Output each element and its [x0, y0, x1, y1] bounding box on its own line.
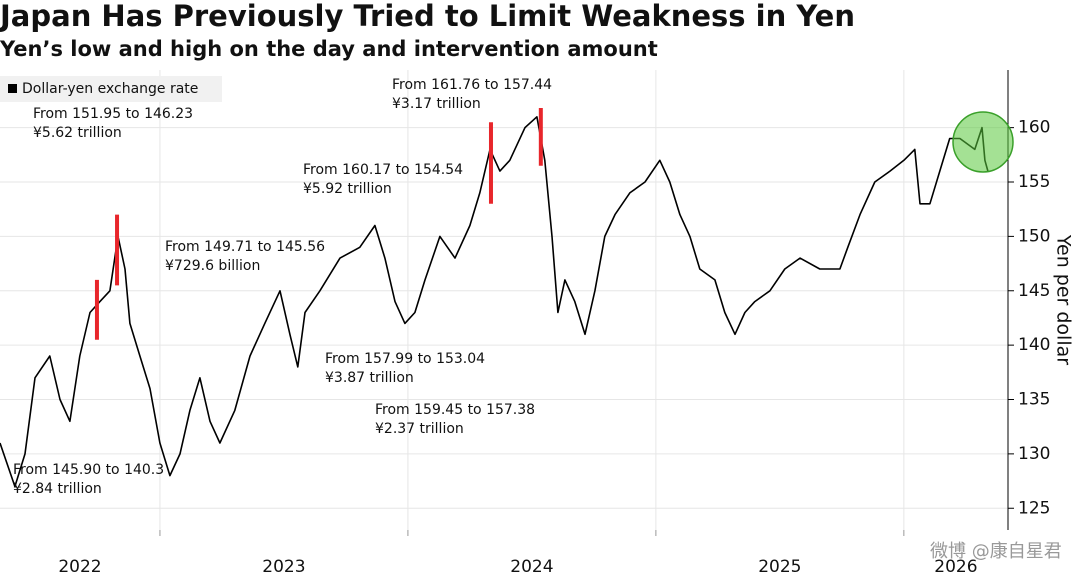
legend-label: Dollar-yen exchange rate: [22, 81, 198, 97]
y-tick-label: 150: [1018, 226, 1050, 246]
chart-title: Japan Has Previously Tried to Limit Weak…: [0, 0, 855, 33]
y-tick-label: 135: [1018, 390, 1050, 410]
annotation: From 145.90 to 140.3: [13, 462, 164, 478]
annotation: ¥5.92 trillion: [303, 181, 392, 197]
highlight-circle: [952, 111, 1014, 173]
annotation: From 159.45 to 157.38: [375, 402, 535, 418]
x-tick-label: 2026: [934, 557, 977, 577]
annotation: From 157.99 to 153.04: [325, 351, 485, 367]
chart-subtitle: Yen’s low and high on the day and interv…: [0, 37, 658, 61]
x-tick-label: 2022: [58, 557, 101, 577]
y-tick-label: 140: [1018, 335, 1050, 355]
x-tick-label: 2023: [262, 557, 305, 577]
annotation: From 161.76 to 157.44: [392, 77, 552, 93]
annotation: ¥2.84 trillion: [13, 481, 102, 497]
y-tick-label: 155: [1018, 172, 1050, 192]
annotation: ¥3.17 trillion: [392, 96, 481, 112]
legend-box: [0, 76, 222, 102]
y-tick-label: 145: [1018, 281, 1050, 301]
watermark: 微博 @康自星君: [930, 541, 1062, 562]
legend-swatch: [8, 84, 17, 93]
y-tick-label: 130: [1018, 444, 1050, 464]
plot-area: 125 130 135 140 145 150 155 160 2022 2023 2024 2025…: [0, 70, 1050, 577]
annotation: ¥3.87 trillion: [325, 370, 414, 386]
y-tick-label: 125: [1018, 498, 1050, 518]
legend: Dollar-yen exchange rate: [0, 76, 222, 102]
y-axis-title: Yen per dollar: [1053, 234, 1075, 365]
y-tick-label: 160: [1018, 118, 1050, 138]
annotation: ¥2.37 trillion: [375, 421, 464, 437]
series-line: [0, 116, 989, 488]
annotation: From 151.95 to 146.23: [33, 106, 193, 122]
annotation: From 160.17 to 154.54: [303, 162, 463, 178]
x-tick-label: 2025: [758, 557, 801, 577]
annotation: ¥5.62 trillion: [33, 125, 122, 141]
annotation: ¥729.6 billion: [165, 258, 260, 274]
x-tick-label: 2024: [510, 557, 553, 577]
annotation: From 149.71 to 145.56: [165, 239, 325, 255]
